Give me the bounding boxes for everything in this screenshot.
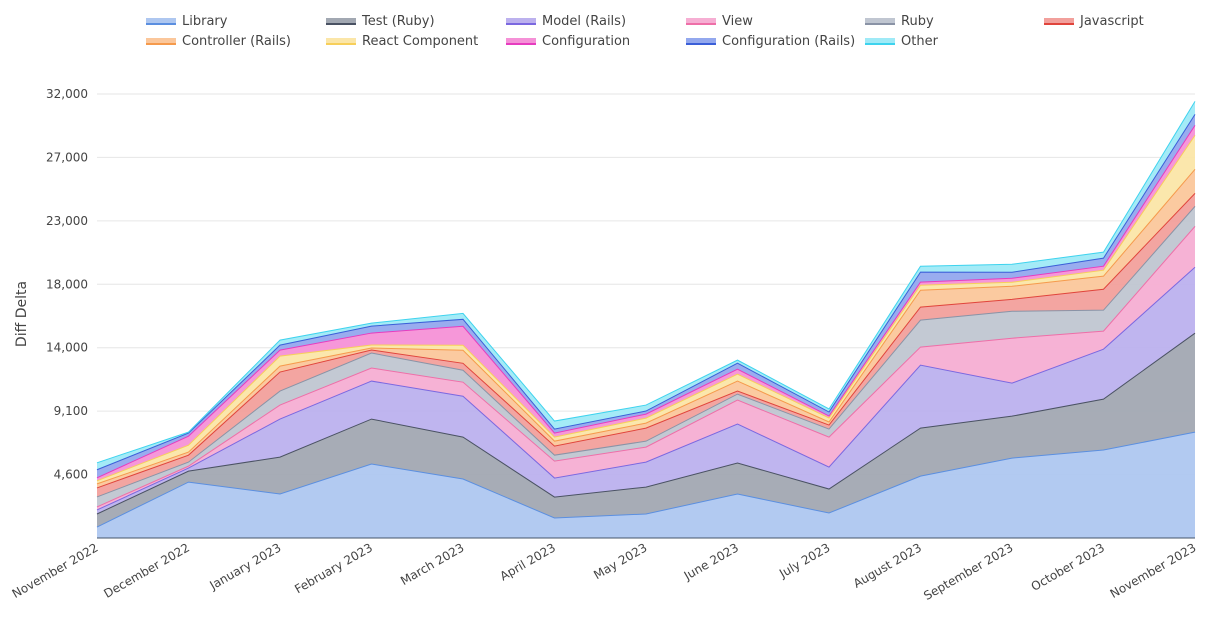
- x-tick-label: March 2023: [398, 540, 466, 588]
- legend-label: Library: [182, 14, 228, 29]
- area-view[interactable]: [97, 226, 1195, 510]
- x-tick-label: December 2022: [101, 540, 192, 600]
- legend-label: Controller (Rails): [182, 34, 291, 49]
- y-tick-label: 18,000: [46, 277, 88, 291]
- legend-swatch: [146, 38, 176, 45]
- legend-label: Other: [901, 34, 938, 49]
- x-tick-label: September 2023: [921, 540, 1015, 602]
- legend-swatch: [326, 38, 356, 45]
- legend-item[interactable]: View: [686, 14, 753, 29]
- legend-item[interactable]: React Component: [326, 34, 478, 49]
- legend-label: Javascript: [1080, 14, 1144, 29]
- area-series: [97, 101, 1195, 538]
- area-javascript[interactable]: [97, 193, 1195, 497]
- y-axis-title: Diff Delta: [14, 281, 30, 347]
- legend-item[interactable]: Library: [146, 14, 227, 29]
- legend-swatch: [326, 18, 356, 25]
- legend-swatch: [506, 38, 536, 45]
- area-library[interactable]: [97, 432, 1195, 538]
- legend-swatch: [506, 18, 536, 25]
- x-tick-label: November 2022: [10, 540, 101, 601]
- legend-swatch: [1044, 18, 1074, 25]
- legend-item[interactable]: Test (Ruby): [326, 14, 435, 29]
- y-tick-label: 23,000: [46, 214, 88, 228]
- y-tick-label: 27,000: [46, 150, 88, 164]
- legend-item[interactable]: Ruby: [865, 14, 934, 29]
- legend-label: React Component: [362, 34, 479, 49]
- legend-label: View: [722, 14, 753, 29]
- y-tick-label: 14,000: [46, 341, 88, 355]
- legend-item[interactable]: Controller (Rails): [146, 34, 291, 49]
- x-tick-label: October 2023: [1029, 540, 1107, 593]
- x-axis-ticks: November 2022 December 2022 January 2023 Fe…: [10, 540, 1199, 602]
- y-axis-ticks: 4,600 9,100 14,000 18,000 23,000 27,000 32,000: [46, 87, 88, 482]
- legend-swatch: [146, 18, 176, 25]
- legend-swatch: [865, 38, 895, 45]
- legend-item[interactable]: Other: [865, 34, 938, 49]
- legend-item[interactable]: Javascript: [1044, 14, 1144, 29]
- legend-swatch: [686, 18, 716, 25]
- area-test-ruby[interactable]: [97, 333, 1195, 528]
- legend-label: Model (Rails): [542, 14, 627, 29]
- area-controller-rails[interactable]: [97, 169, 1195, 488]
- x-tick-label: January 2023: [206, 540, 283, 593]
- legend-item[interactable]: Model (Rails): [506, 14, 626, 29]
- x-tick-label: August 2023: [851, 540, 924, 590]
- legend-label: Ruby: [901, 14, 934, 29]
- x-tick-label: April 2023: [497, 540, 558, 583]
- x-tick-label: November 2023: [1108, 540, 1199, 601]
- legend-swatch: [686, 38, 716, 45]
- y-tick-label: 32,000: [46, 87, 88, 101]
- x-tick-label: June 2023: [681, 540, 741, 583]
- x-tick-label: May 2023: [591, 540, 649, 582]
- x-tick-label: February 2023: [292, 540, 375, 596]
- y-tick-label: 9,100: [54, 404, 88, 418]
- series-lines: [96, 101, 1196, 528]
- legend-label: Configuration (Rails): [722, 34, 856, 49]
- legend-label: Configuration: [542, 34, 631, 49]
- legend-swatch: [865, 18, 895, 25]
- legend-item[interactable]: Configuration (Rails): [686, 34, 855, 49]
- y-tick-label: 4,600: [54, 468, 88, 482]
- area-model-rails[interactable]: [97, 267, 1195, 514]
- x-tick-label: July 2023: [776, 540, 832, 581]
- legend-label: Test (Ruby): [362, 14, 435, 29]
- legend-item[interactable]: Configuration: [506, 34, 630, 49]
